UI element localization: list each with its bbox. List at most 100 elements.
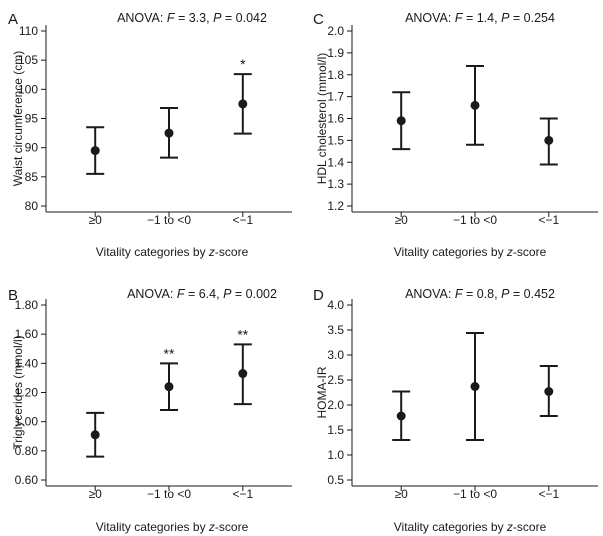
y-tick-label: 1.00 xyxy=(15,415,39,429)
y-tick-label: 110 xyxy=(19,24,38,38)
x-axis-title-prefix: Vitality categories by xyxy=(394,245,507,259)
y-axis-title: Triglycerides (mmol/l) xyxy=(11,335,25,449)
anova-p-value: = 0.452 xyxy=(509,287,555,301)
y-tick-label: 1.2 xyxy=(327,199,344,213)
y-tick-label: 0.5 xyxy=(327,473,344,487)
anova-p-symbol: P xyxy=(223,287,232,301)
x-category-label: ≥0 xyxy=(395,213,409,227)
mean-point xyxy=(238,99,248,109)
x-category-label: −1 to <0 xyxy=(453,213,497,227)
y-tick-label: 100 xyxy=(18,82,38,96)
anova-f-value: = 3.3, xyxy=(174,11,213,25)
mean-point xyxy=(90,430,100,440)
x-category-label: ≥0 xyxy=(89,213,103,227)
anova-f-value: = 1.4, xyxy=(462,11,501,25)
significance-marker: ** xyxy=(237,326,248,342)
y-tick-label: 1.5 xyxy=(327,133,344,147)
anova-p-symbol: P xyxy=(501,287,510,301)
anova-p-value: = 0.002 xyxy=(231,287,277,301)
y-tick-label: 90 xyxy=(25,141,39,155)
y-tick-label: 3.5 xyxy=(327,323,344,337)
anova-label: ANOVA: F = 1.4, P = 0.254 xyxy=(405,11,555,25)
anova-f-symbol: F xyxy=(455,287,464,301)
x-category-label: −1 to <0 xyxy=(147,487,191,501)
panel-letter: B xyxy=(8,287,18,304)
x-axis-title-suffix: -score xyxy=(215,520,249,534)
x-axis-title: Vitality categories by z-score xyxy=(394,520,547,534)
x-axis-title-prefix: Vitality categories by xyxy=(394,520,507,534)
x-category-label: −1 to <0 xyxy=(147,213,191,227)
y-tick-label: 1.3 xyxy=(327,177,344,191)
y-tick-label: 2.5 xyxy=(327,373,344,387)
y-tick-label: 1.5 xyxy=(327,423,344,437)
x-axis-title-prefix: Vitality categories by xyxy=(96,245,209,259)
x-axis-title: Vitality categories by z-score xyxy=(394,245,547,259)
x-category-label: <−1 xyxy=(232,487,253,501)
y-tick-label: 85 xyxy=(25,170,39,184)
anova-prefix: ANOVA: xyxy=(405,287,455,301)
mean-point xyxy=(544,135,554,145)
x-axis-title-z: z xyxy=(506,520,513,534)
x-axis-title-suffix: -score xyxy=(513,520,547,534)
y-tick-label: 95 xyxy=(25,112,39,126)
x-category-label: ≥0 xyxy=(395,487,409,501)
y-tick-label: 1.0 xyxy=(327,448,344,462)
y-tick-label: 1.8 xyxy=(327,68,344,82)
panel-a: A ANOVA: F = 3.3, P = 0.042 80 85 90 95 100 105… xyxy=(8,11,292,259)
y-tick-label: 2.0 xyxy=(327,24,344,38)
panel-c: C ANOVA: F = 1.4, P = 0.254 1.2 1.3 1.4 1.5 1.… xyxy=(313,11,598,259)
x-axis-title-suffix: -score xyxy=(215,245,249,259)
anova-f-symbol: F xyxy=(455,11,464,25)
mean-point xyxy=(164,382,174,392)
y-tick-label: 3.0 xyxy=(327,348,344,362)
significance-marker: * xyxy=(240,56,246,72)
x-axis-title-z: z xyxy=(208,245,215,259)
y-tick-label: 4.0 xyxy=(327,298,344,312)
mean-point xyxy=(470,100,480,110)
anova-f-symbol: F xyxy=(167,11,176,25)
x-category-label: <−1 xyxy=(538,213,559,227)
y-axis-title: HDL cholesterol (mmol/l) xyxy=(315,53,329,185)
anova-p-value: = 0.254 xyxy=(509,11,555,25)
mean-point xyxy=(396,116,406,126)
mean-point xyxy=(238,369,248,379)
anova-p-symbol: P xyxy=(213,11,222,25)
anova-prefix: ANOVA: xyxy=(127,287,177,301)
x-category-label: <−1 xyxy=(538,487,559,501)
panel-d: D ANOVA: F = 0.8, P = 0.452 0.5 1.0 1.5 2.0 2.… xyxy=(313,287,598,534)
mean-point xyxy=(544,387,554,396)
anova-label: ANOVA: F = 0.8, P = 0.452 xyxy=(405,287,555,301)
panel-letter: A xyxy=(8,11,18,28)
x-axis-title-z: z xyxy=(208,520,215,534)
y-tick-label: 1.6 xyxy=(327,112,344,126)
significance-marker: ** xyxy=(164,345,175,361)
x-axis-title-suffix: -score xyxy=(513,245,547,259)
y-tick-label: 1.40 xyxy=(15,356,39,370)
y-tick-label: 0.60 xyxy=(15,473,39,487)
y-tick-label: 1.20 xyxy=(15,386,39,400)
y-tick-label: 1.7 xyxy=(327,90,344,104)
mean-point xyxy=(470,382,480,391)
anova-p-symbol: P xyxy=(501,11,510,25)
anova-prefix: ANOVA: xyxy=(405,11,455,25)
anova-f-value: = 6.4, xyxy=(184,287,223,301)
panel-letter: D xyxy=(313,287,324,304)
x-axis-title-z: z xyxy=(506,245,513,259)
x-axis-title: Vitality categories by z-score xyxy=(96,245,249,259)
panel-b: B ANOVA: F = 6.4, P = 0.002 0.60 0.80 1.00 1.… xyxy=(8,287,292,534)
mean-point xyxy=(164,128,174,138)
y-tick-label: 1.80 xyxy=(15,298,39,312)
x-category-label: −1 to <0 xyxy=(453,487,497,501)
y-tick-label: 1.4 xyxy=(327,155,344,169)
y-tick-label: 80 xyxy=(25,199,39,213)
mean-point xyxy=(90,146,100,156)
y-tick-label: 105 xyxy=(18,53,38,67)
x-axis-title: Vitality categories by z-score xyxy=(96,520,249,534)
anova-p-value: = 0.042 xyxy=(221,11,267,25)
mean-point xyxy=(396,411,406,421)
y-tick-label: 1.60 xyxy=(15,327,39,341)
x-category-label: <−1 xyxy=(232,213,253,227)
anova-label: ANOVA: F = 6.4, P = 0.002 xyxy=(127,287,277,301)
anova-label: ANOVA: F = 3.3, P = 0.042 xyxy=(117,11,267,25)
